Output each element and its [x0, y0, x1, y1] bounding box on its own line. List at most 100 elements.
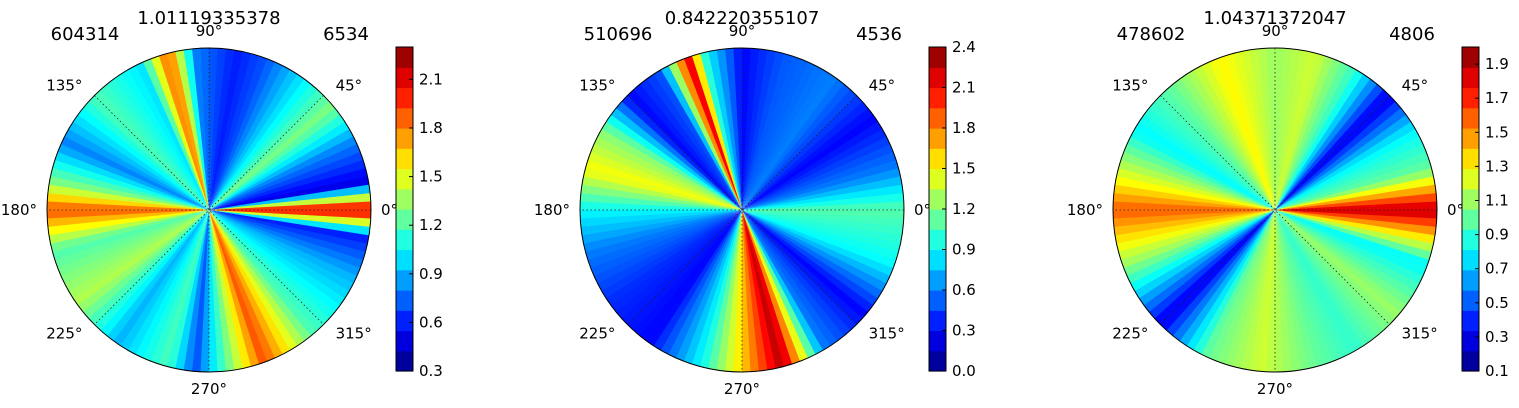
contour-wedge [61, 210, 210, 285]
colorbar-tick-label: 2.1 [952, 79, 976, 97]
contour-wedge [742, 210, 869, 319]
contour-wedge [581, 176, 742, 210]
contour-wedge [590, 210, 742, 277]
contour-wedge [1186, 210, 1275, 351]
contour-wedge [742, 58, 808, 210]
contour-wedge [1233, 210, 1275, 369]
contour-wedge [1275, 78, 1377, 210]
contour-wedge [209, 210, 306, 346]
contour-wedge [661, 210, 742, 355]
contour-wedge [1112, 201, 1275, 212]
colorbar-band [1462, 330, 1479, 352]
polar-outline [46, 47, 372, 373]
contour-wedge [1139, 210, 1275, 307]
colorbar-band [396, 350, 413, 372]
contour-wedge [1275, 113, 1411, 210]
contour-wedge [207, 47, 218, 210]
angle-tick-label: 135° [46, 76, 82, 94]
colorbar: 0.3 0.6 0.9 1.2 1.5 1.8 2.1 [395, 46, 443, 380]
colorbar-band [929, 249, 946, 271]
contour-wedge [209, 113, 345, 210]
contour-wedge [1153, 95, 1275, 210]
contour-wedge [610, 108, 742, 210]
contour-wedge [587, 151, 742, 210]
angle-tick-label: 225° [1112, 325, 1148, 343]
contour-wedge [1193, 65, 1275, 210]
contour-wedge [113, 210, 209, 347]
panel-left-label: 510696 [584, 24, 653, 45]
contour-wedge [742, 83, 851, 210]
angle-tick-label: 315° [1402, 325, 1438, 343]
angle-tick-label: 90° [196, 22, 223, 40]
contour-wedge [1143, 108, 1275, 210]
colorbar-band [929, 168, 946, 190]
contour-wedge [645, 74, 742, 210]
contour-wedge [46, 201, 209, 212]
colorbar-band [929, 330, 946, 352]
contour-wedge [742, 120, 883, 210]
contour-wedge [621, 210, 742, 326]
contour-wedge [742, 65, 823, 211]
colorbar-tick-label: 0.9 [1485, 226, 1509, 244]
contour-wedge [209, 210, 364, 269]
contour-wedge [127, 65, 209, 210]
colorbar-band [396, 107, 413, 129]
contour-wedge [579, 201, 742, 212]
contour-wedge [742, 48, 759, 210]
contour-wedge [1201, 210, 1275, 359]
colorbar-band [396, 330, 413, 352]
contour-wedge [1275, 210, 1412, 306]
colorbar-tick-label: 0.7 [1485, 260, 1509, 278]
contour-wedge [601, 210, 742, 300]
contour-wedge [167, 210, 209, 369]
contour-wedge [107, 210, 209, 342]
contour-wedge [1275, 210, 1365, 351]
contour-wedge [597, 210, 742, 292]
contour-wedge [1258, 210, 1275, 372]
contour-wedge [1275, 210, 1342, 362]
polar-contour-fill [579, 47, 905, 373]
contour-wedge [1275, 65, 1356, 211]
colorbar-band [1462, 229, 1479, 251]
contour-wedge [209, 210, 346, 306]
colorbar-band [1462, 67, 1479, 89]
angle-tick-label: 135° [579, 76, 615, 94]
polar-panel-1: 0° 45° 90° 135° 180° 225° 270° 315° 1.0111933537… [1, 8, 443, 398]
colorbar-tick-label: 1.1 [1485, 192, 1509, 210]
colorbar-band [1462, 128, 1479, 149]
contour-wedge [60, 136, 209, 210]
contour-wedge [209, 210, 284, 358]
contour-wedge [1275, 88, 1390, 210]
contour-wedge [183, 210, 209, 372]
contour-wedge [742, 210, 817, 358]
contour-wedge [209, 210, 269, 365]
contour-wedge [1134, 121, 1275, 210]
colorbar-band [929, 188, 946, 210]
colorbar-band [929, 148, 946, 170]
contour-wedge [1134, 210, 1275, 300]
colorbar-tick-label: 1.8 [952, 119, 976, 137]
contour-wedge [134, 62, 209, 211]
contour-wedge [742, 210, 874, 312]
contour-wedge [742, 210, 904, 227]
contour-wedge [1127, 210, 1275, 285]
contour-wedge [742, 143, 894, 210]
contour-wedge [209, 210, 354, 291]
angle-tick-label: 225° [46, 325, 82, 343]
angle-tick-label: 45° [1402, 76, 1429, 94]
colorbar: 0.1 0.3 0.5 0.7 0.9 1.1 1.3 1.5 1.7 1.9 [1461, 46, 1509, 380]
contour-wedge [73, 210, 209, 307]
contour-wedge [209, 94, 330, 210]
contour-wedge [1275, 210, 1434, 252]
contour-wedge [585, 159, 742, 210]
contour-wedge [1120, 210, 1275, 270]
panel-right-label: 4806 [1389, 24, 1435, 45]
panel-left-label: 604314 [51, 24, 120, 45]
contour-wedge [93, 89, 209, 210]
contour-wedge [1275, 48, 1292, 210]
contour-wedge [587, 210, 742, 270]
contour-wedge [209, 78, 311, 210]
contour-wedge [1215, 55, 1275, 211]
contour-wedge [708, 210, 742, 371]
contour-wedge [1275, 210, 1378, 342]
